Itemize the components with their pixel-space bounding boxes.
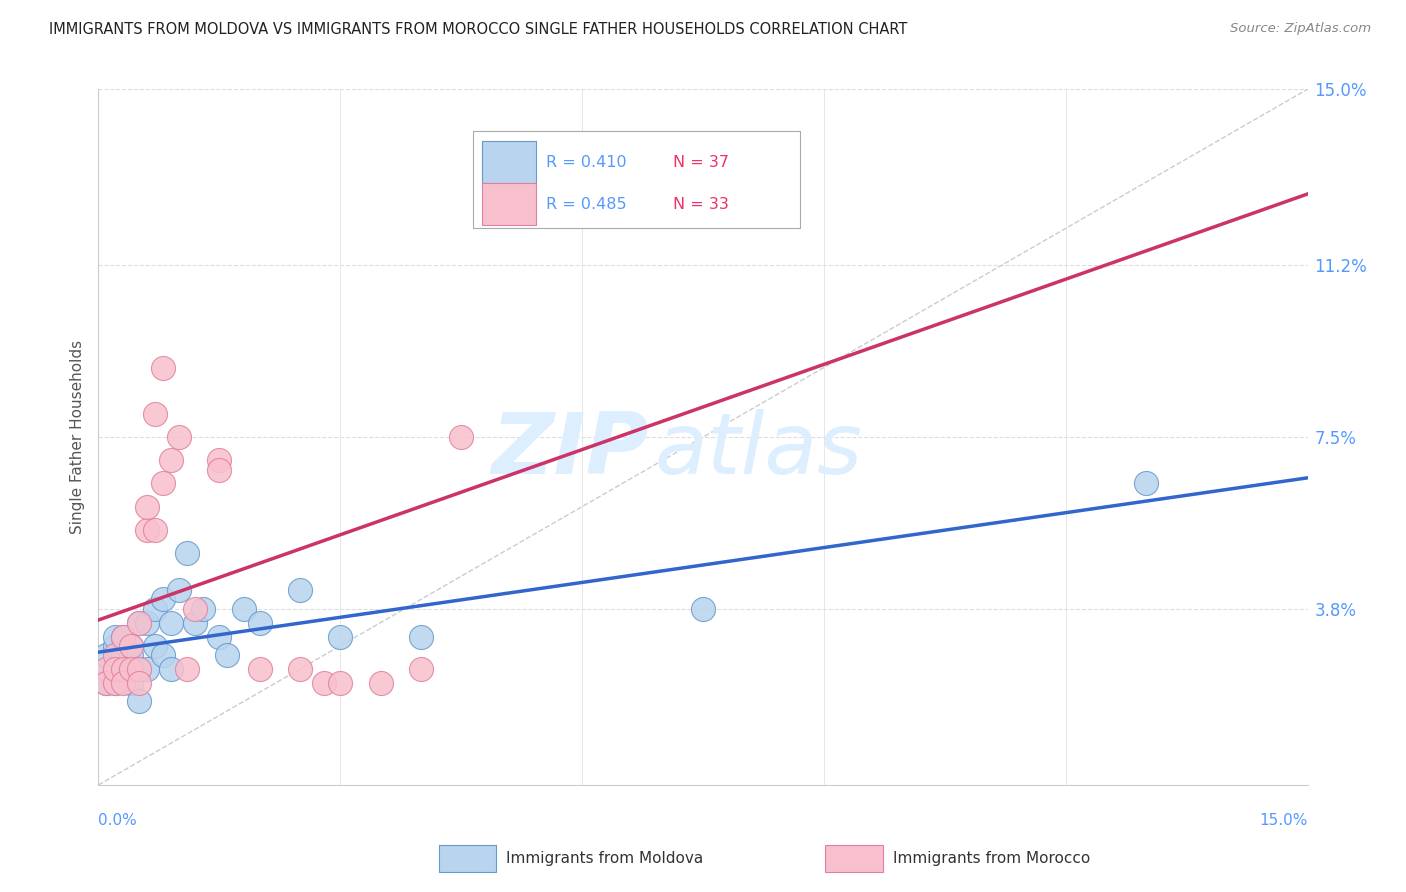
Point	[111, 662, 134, 676]
Point	[135, 500, 157, 514]
Point	[249, 662, 271, 676]
Point	[160, 615, 183, 630]
Point	[128, 662, 150, 676]
Point	[152, 476, 174, 491]
Point	[160, 662, 183, 676]
Point	[111, 676, 134, 690]
Point	[152, 592, 174, 607]
FancyBboxPatch shape	[482, 141, 536, 183]
Text: atlas: atlas	[655, 409, 863, 492]
Point	[111, 648, 134, 662]
Text: 0.0%: 0.0%	[98, 813, 138, 828]
Point	[692, 601, 714, 615]
Point	[128, 615, 150, 630]
Point	[370, 676, 392, 690]
Point	[1135, 476, 1157, 491]
Point	[176, 546, 198, 560]
Point	[143, 601, 166, 615]
Point	[208, 630, 231, 644]
Point	[249, 615, 271, 630]
Point	[217, 648, 239, 662]
Point	[288, 583, 311, 598]
Point	[288, 662, 311, 676]
Text: Immigrants from Moldova: Immigrants from Moldova	[506, 851, 703, 865]
Point	[128, 694, 150, 708]
Point	[409, 630, 432, 644]
Point	[96, 648, 118, 662]
Point	[103, 630, 125, 644]
Point	[176, 662, 198, 676]
Point	[103, 676, 125, 690]
Point	[103, 662, 125, 676]
Text: IMMIGRANTS FROM MOLDOVA VS IMMIGRANTS FROM MOROCCO SINGLE FATHER HOUSEHOLDS CORR: IMMIGRANTS FROM MOLDOVA VS IMMIGRANTS FR…	[49, 22, 908, 37]
Point	[152, 648, 174, 662]
Point	[143, 639, 166, 653]
Point	[111, 630, 134, 644]
Point	[135, 615, 157, 630]
Point	[120, 639, 142, 653]
Point	[135, 523, 157, 537]
Point	[152, 360, 174, 375]
Point	[120, 648, 142, 662]
Point	[184, 601, 207, 615]
Point	[135, 662, 157, 676]
Point	[103, 648, 125, 662]
Point	[96, 662, 118, 676]
FancyBboxPatch shape	[482, 183, 536, 225]
Point	[103, 662, 125, 676]
Text: Immigrants from Morocco: Immigrants from Morocco	[893, 851, 1090, 865]
Point	[167, 430, 190, 444]
Text: 15.0%: 15.0%	[1260, 813, 1308, 828]
Point	[450, 430, 472, 444]
Text: R = 0.410: R = 0.410	[546, 154, 627, 169]
Point	[96, 676, 118, 690]
Text: ZIP: ZIP	[491, 409, 648, 492]
Point	[143, 523, 166, 537]
Point	[329, 630, 352, 644]
Point	[184, 615, 207, 630]
Point	[167, 583, 190, 598]
FancyBboxPatch shape	[474, 131, 800, 228]
Text: Source: ZipAtlas.com: Source: ZipAtlas.com	[1230, 22, 1371, 36]
Point	[96, 676, 118, 690]
Point	[409, 662, 432, 676]
Point	[491, 175, 513, 189]
Point	[208, 453, 231, 467]
Y-axis label: Single Father Households: Single Father Households	[69, 340, 84, 534]
Text: N = 37: N = 37	[672, 154, 728, 169]
Point	[143, 407, 166, 421]
Point	[120, 639, 142, 653]
Point	[208, 462, 231, 476]
Point	[103, 639, 125, 653]
Point	[120, 676, 142, 690]
Point	[111, 630, 134, 644]
Point	[128, 676, 150, 690]
Point	[120, 662, 142, 676]
Point	[111, 662, 134, 676]
Point	[128, 615, 150, 630]
Point	[103, 676, 125, 690]
Point	[193, 601, 215, 615]
Point	[128, 662, 150, 676]
Point	[96, 662, 118, 676]
Text: N = 33: N = 33	[672, 196, 728, 211]
Point	[314, 676, 336, 690]
Text: R = 0.485: R = 0.485	[546, 196, 627, 211]
Point	[232, 601, 254, 615]
Point	[160, 453, 183, 467]
Point	[329, 676, 352, 690]
